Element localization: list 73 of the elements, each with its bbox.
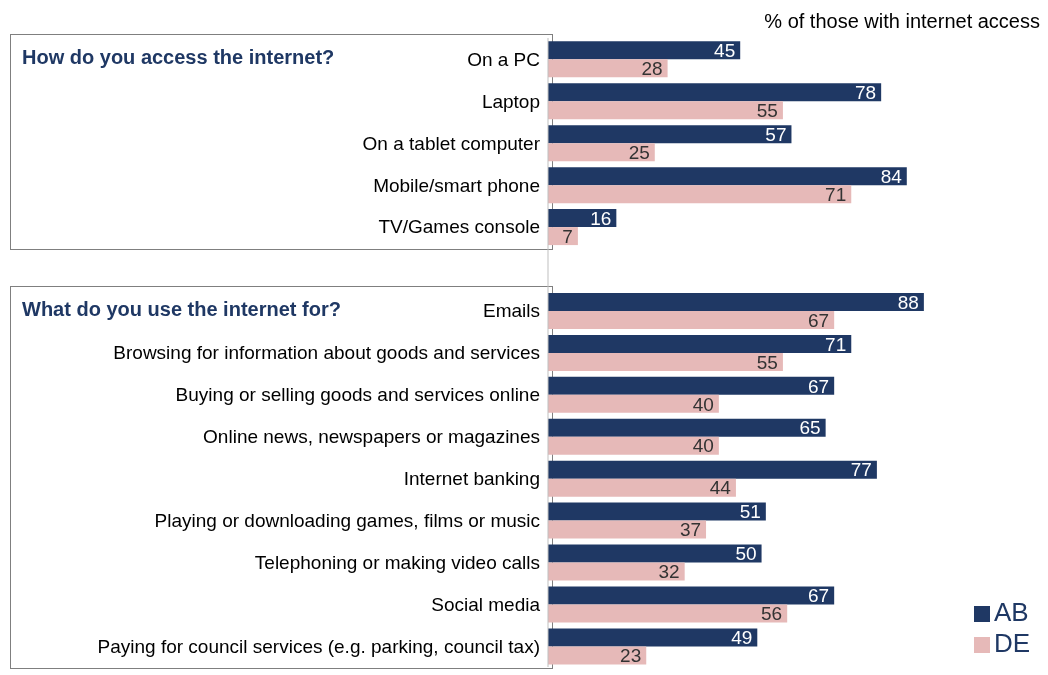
y-tick-label: On a tablet computer	[362, 132, 541, 154]
bar	[548, 376, 835, 395]
data-label: 56	[761, 603, 783, 625]
data-label: 67	[808, 585, 830, 607]
data-label: 77	[850, 459, 872, 481]
y-tick-label: Social media	[431, 593, 541, 615]
y-tick-label: Playing or downloading games, films or music	[154, 509, 540, 531]
y-tick-label: Buying or selling goods and services online	[175, 384, 540, 406]
legend-label: AB	[993, 597, 1029, 627]
data-label: 28	[641, 58, 663, 80]
bar	[548, 544, 762, 563]
data-label: 88	[897, 291, 919, 313]
bar	[548, 59, 668, 78]
data-label: 67	[808, 309, 830, 331]
bar	[548, 334, 852, 353]
data-label: 84	[880, 165, 903, 187]
data-label: 37	[679, 519, 702, 541]
bar	[548, 460, 877, 479]
bar	[548, 646, 647, 665]
y-tick-label: Mobile/smart phone	[373, 174, 540, 196]
data-label: 57	[765, 123, 787, 145]
y-tick-label: Telephoning or making video calls	[254, 551, 540, 573]
y-tick-label: Emails	[482, 300, 540, 322]
y-tick-label: Browsing for information about goods and services	[113, 342, 540, 364]
data-label: 40	[692, 393, 714, 415]
bar	[548, 125, 792, 144]
data-label: 71	[825, 333, 847, 355]
bar	[548, 418, 826, 437]
text: What do you use the internet for?	[22, 297, 341, 321]
data-label: 55	[756, 100, 778, 122]
data-label: 32	[658, 561, 680, 583]
bar	[548, 436, 719, 455]
text: % of those with internet access	[764, 10, 1040, 33]
bar	[548, 586, 835, 605]
data-label: 71	[825, 183, 847, 205]
bar	[548, 562, 685, 581]
y-tick-label: Internet banking	[403, 468, 540, 490]
data-label: 65	[799, 417, 821, 439]
data-label: 16	[590, 207, 612, 229]
data-label: 7	[562, 225, 573, 247]
bar	[548, 604, 788, 623]
legend-label: DE	[993, 628, 1030, 658]
bar	[548, 520, 707, 539]
bar	[548, 394, 719, 413]
y-tick-label: Laptop	[481, 90, 540, 112]
y-tick-label: TV/Games console	[378, 216, 540, 238]
bar	[548, 143, 655, 162]
bar	[548, 310, 835, 329]
bar	[548, 628, 758, 647]
bar	[548, 478, 736, 497]
data-label: 23	[620, 645, 642, 667]
bar	[548, 41, 741, 60]
data-label: 51	[739, 501, 761, 523]
data-label: 44	[709, 477, 732, 499]
bar	[548, 502, 766, 521]
data-label: 55	[756, 351, 778, 373]
data-label: 25	[628, 141, 650, 163]
data-label: 40	[692, 435, 714, 457]
data-label: 50	[735, 543, 757, 565]
data-label: 49	[731, 627, 753, 649]
data-label: 45	[714, 40, 736, 62]
bar	[548, 292, 924, 311]
data-label: 78	[855, 82, 877, 104]
bar	[548, 185, 852, 204]
bar	[548, 167, 907, 186]
data-label: 67	[808, 375, 830, 397]
bar	[548, 101, 783, 120]
text: How do you access the internet?	[22, 45, 335, 69]
bar	[548, 352, 783, 371]
y-tick-label: Online news, newspapers or magazines	[203, 426, 540, 448]
bar	[548, 83, 882, 102]
y-tick-label: On a PC	[467, 48, 540, 70]
y-tick-label: Paying for council services (e.g. parking, council tax)	[97, 635, 540, 657]
